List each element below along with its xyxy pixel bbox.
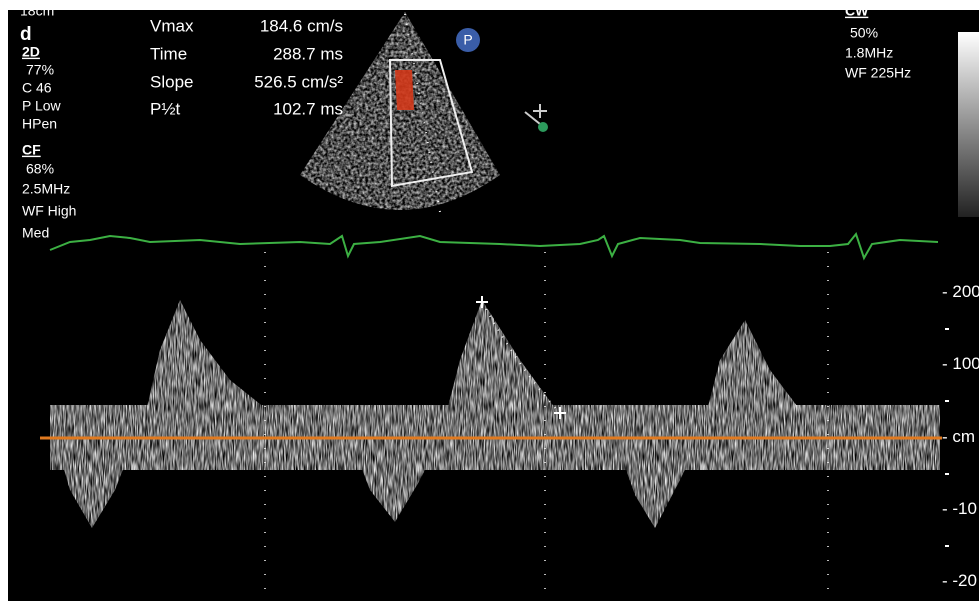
scale-label: - -10 xyxy=(942,499,977,518)
setting: 2.5MHz xyxy=(22,181,70,197)
setting: 77% xyxy=(26,62,54,78)
setting: 50% xyxy=(850,25,878,41)
setting: HPen xyxy=(22,116,57,132)
panel-label: d xyxy=(20,24,32,45)
setting: WF High xyxy=(22,203,76,219)
mode-heading: CW xyxy=(845,3,869,19)
measure-value: 184.6 cm/s xyxy=(260,16,343,35)
mode-heading: 2D xyxy=(22,44,40,60)
scale-label: - 200 xyxy=(942,282,979,301)
scale-label: - 100 xyxy=(942,354,979,373)
setting: WF 225Hz xyxy=(845,65,911,81)
measure-value: 102.7 ms xyxy=(273,99,343,118)
measure-label: Vmax xyxy=(150,16,194,35)
setting: P Low xyxy=(22,98,62,114)
scale-label: - cm xyxy=(942,427,975,446)
measure-label: Slope xyxy=(150,72,193,91)
probe-marker: P xyxy=(463,32,472,48)
scale-label: - -20 xyxy=(942,571,977,590)
setting: 68% xyxy=(26,161,54,177)
measure-value: 288.7 ms xyxy=(273,44,343,63)
measure-label: P½t xyxy=(150,99,181,118)
measure-value: 526.5 cm/s² xyxy=(254,72,343,91)
setting: Med xyxy=(22,225,49,241)
setting: 1.8MHz xyxy=(845,45,893,61)
depth-label: 18cm xyxy=(20,3,54,19)
measure-label: Time xyxy=(150,44,187,63)
ultrasound-screen: P 18cm d 2D 77% C 46 P Low HPen CF 68% 2… xyxy=(0,0,979,601)
setting: C 46 xyxy=(22,80,52,96)
mode-heading: CF xyxy=(22,142,41,158)
gray-bar xyxy=(958,32,979,217)
